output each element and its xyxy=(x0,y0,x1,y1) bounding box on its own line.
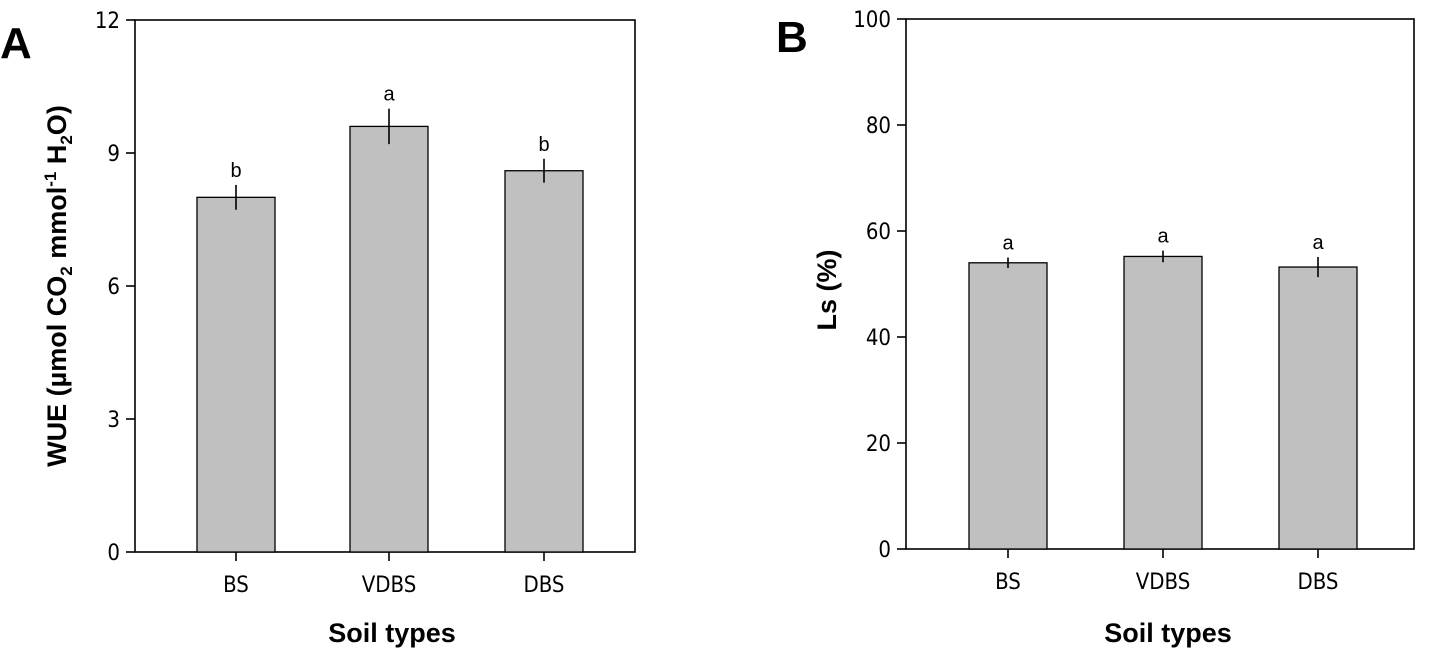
panel-b-bar-bs xyxy=(968,262,1048,550)
panel-b-x-axis-title: Soil types xyxy=(1104,618,1232,648)
panel-a-x-tick-label-bs: BS xyxy=(223,573,249,598)
panel-b-y-tick-label: 0 xyxy=(878,538,891,563)
panel-a-y-tick-label: 6 xyxy=(107,275,120,300)
panel-a-x-tick-label-dbs: DBS xyxy=(523,573,564,598)
panel-b-significance-vdbs: a xyxy=(1157,226,1169,248)
panel-b-y-axis-title: Ls (%) xyxy=(812,250,842,331)
panel-a-x-axis: BS VDBS DBS xyxy=(223,552,565,598)
panel-b-significance-dbs: a xyxy=(1312,232,1324,254)
panel-a-label: A xyxy=(0,19,32,68)
panel-a-y-axis: 0 3 6 9 12 xyxy=(95,9,135,566)
panel-a-y-axis-title: WUE (µmol CO2 mmol-1 H2O) xyxy=(41,105,76,467)
panel-a-x-axis-title: Soil types xyxy=(328,618,456,648)
panel-b-y-tick-label: 60 xyxy=(866,220,891,245)
panel-b-label: B xyxy=(776,13,808,62)
panel-b-bar-vdbs xyxy=(1123,255,1203,550)
panel-b-y-tick-label: 80 xyxy=(866,114,891,139)
panel-a-bar-bs xyxy=(196,196,276,553)
panel-a-x-tick-label-vdbs: VDBS xyxy=(362,573,417,598)
panel-a-y-tick-label: 3 xyxy=(107,408,120,433)
panel-b-x-tick-label-vdbs: VDBS xyxy=(1136,570,1191,595)
panel-b-y-tick-label: 40 xyxy=(866,326,891,351)
panel-a-significance-bs: b xyxy=(230,160,241,182)
panel-a: A 0 3 6 9 12 b a b BS VDBS DBS Soil types WUE (µ… xyxy=(0,9,636,648)
panel-b-y-tick-label: 20 xyxy=(866,432,891,457)
panel-b-x-tick-label-bs: BS xyxy=(995,570,1021,595)
panel-a-significance-vdbs: a xyxy=(383,84,395,106)
panel-b-x-axis: BS VDBS DBS xyxy=(995,549,1339,595)
panel-a-bar-vdbs xyxy=(349,125,429,553)
panel-a-bar-dbs xyxy=(504,170,584,553)
panel-b-bar-dbs xyxy=(1278,266,1358,550)
panel-b-y-tick-label: 100 xyxy=(853,8,891,33)
panel-b-x-tick-label-dbs: DBS xyxy=(1297,570,1338,595)
panel-a-significance-dbs: b xyxy=(538,134,549,156)
panel-b-y-axis: 0 20 40 60 80 100 xyxy=(853,8,906,563)
panel-b-significance-bs: a xyxy=(1002,233,1014,255)
panel-a-bars: b a b xyxy=(196,84,584,553)
panel-a-y-tick-label: 0 xyxy=(107,541,120,566)
panel-a-y-tick-label: 12 xyxy=(95,9,120,34)
panel-a-y-tick-label: 9 xyxy=(107,142,120,167)
